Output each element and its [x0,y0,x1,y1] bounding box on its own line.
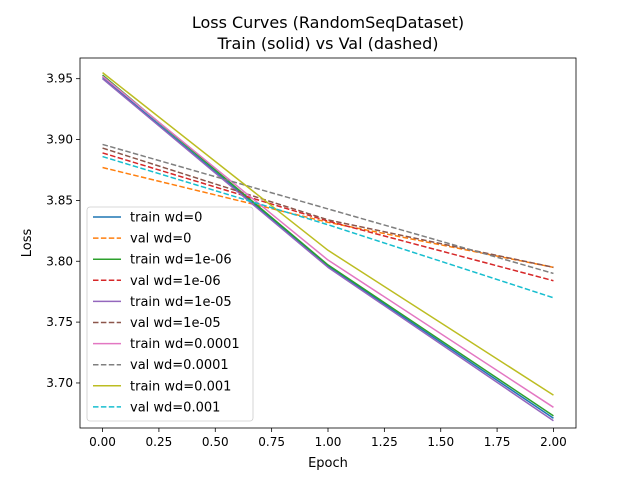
legend-label-9: val wd=0.001 [130,400,220,415]
legend-label-1: val wd=0 [130,232,191,247]
y-axis-label: Loss [20,229,35,258]
y-tick-label: 3.70 [46,376,73,390]
x-tick-label: 1.75 [484,435,511,449]
y-tick-label: 3.75 [46,315,73,329]
series-layer [102,72,554,422]
chart-title-line-2: Train (solid) vs Val (dashed) [216,34,438,53]
legend-label-4: train wd=1e-05 [130,295,232,310]
legend-label-2: train wd=1e-06 [130,253,232,268]
chart-title-line-1: Loss Curves (RandomSeqDataset) [192,13,464,32]
x-tick-label: 1.25 [371,435,398,449]
series-line-7 [102,143,554,275]
series-line-1 [102,166,554,269]
y-axis-ticks: 3.70 3.75 3.80 3.85 3.90 3.95 [46,72,80,390]
x-tick-label: 0.00 [89,435,116,449]
x-tick-label: 2.00 [540,435,567,449]
legend-label-6: train wd=0.0001 [130,337,240,352]
series-line-3 [102,152,554,282]
legend: train wd=0 val wd=0 train wd=1e-06 val wd=1… [86,206,254,422]
series-line-6 [102,75,554,408]
y-tick-label: 3.95 [46,72,73,86]
x-tick-label: 0.50 [202,435,229,449]
series-line-4 [102,78,554,422]
x-axis-label: Epoch [308,456,348,471]
series-line-8 [102,72,554,396]
x-tick-label: 1.50 [427,435,454,449]
legend-label-3: val wd=1e-06 [130,274,221,289]
legend-label-7: val wd=0.0001 [130,358,229,373]
x-tick-label: 0.75 [258,435,285,449]
y-tick-label: 3.90 [46,133,73,147]
legend-label-8: train wd=0.001 [130,379,231,394]
x-axis-ticks: 0.00 0.25 0.50 0.75 1.00 1.25 1.50 1.75 2.00 [89,428,567,449]
x-tick-label: 0.25 [146,435,173,449]
legend-label-5: val wd=1e-05 [130,316,221,331]
x-tick-label: 1.00 [315,435,342,449]
axes-frame [79,57,577,429]
y-tick-label: 3.80 [46,254,73,268]
series-line-0 [102,76,554,419]
legend-box [86,206,254,422]
legend-label-0: train wd=0 [130,211,202,226]
y-tick-label: 3.85 [46,193,73,207]
